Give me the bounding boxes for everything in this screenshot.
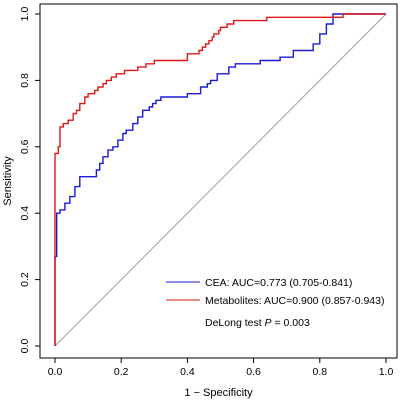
- x-tick-label: 0.8: [312, 366, 327, 378]
- x-tick-label: 0.6: [246, 366, 261, 378]
- y-tick-label: 0.4: [19, 206, 31, 221]
- y-tick-label: 1.0: [19, 7, 31, 22]
- delong-prefix: DeLong test: [205, 317, 265, 329]
- x-tick-label: 0.0: [48, 366, 63, 378]
- legend: CEA: AUC=0.773 (0.705-0.841) Metabolites…: [166, 277, 384, 329]
- y-tick-label: 0.2: [19, 272, 31, 287]
- delong-suffix: = 0.003: [272, 317, 310, 329]
- plot-frame: [39, 3, 398, 359]
- series-layer: [54, 13, 386, 346]
- y-axis-label: Sensitivity: [2, 156, 14, 206]
- metabolites-roc-curve: [54, 13, 386, 346]
- x-axis: 0.0 0.2 0.4 0.6 0.8 1.0: [48, 358, 394, 378]
- legend-label-metabolites: Metabolites: AUC=0.900 (0.857-0.943): [205, 295, 384, 307]
- y-tick-label: 0.8: [19, 73, 31, 88]
- y-tick-label: 0.0: [19, 339, 31, 354]
- reference-diagonal-line: [54, 13, 387, 347]
- y-tick-label: 0.6: [19, 139, 31, 154]
- x-axis-label: 1 − Specificity: [184, 387, 253, 399]
- y-axis: 0.0 0.2 0.4 0.6 0.8 1.0: [19, 7, 40, 354]
- x-tick-label: 0.2: [114, 366, 129, 378]
- delong-p-symbol: P: [265, 317, 272, 329]
- x-tick-label: 0.4: [180, 366, 195, 378]
- cea-roc-curve: [54, 13, 386, 346]
- reference-layer: [54, 13, 387, 347]
- legend-label-cea: CEA: AUC=0.773 (0.705-0.841): [205, 277, 352, 289]
- x-tick-label: 1.0: [379, 366, 394, 378]
- delong-test-annotation: DeLong test P = 0.003: [205, 317, 310, 329]
